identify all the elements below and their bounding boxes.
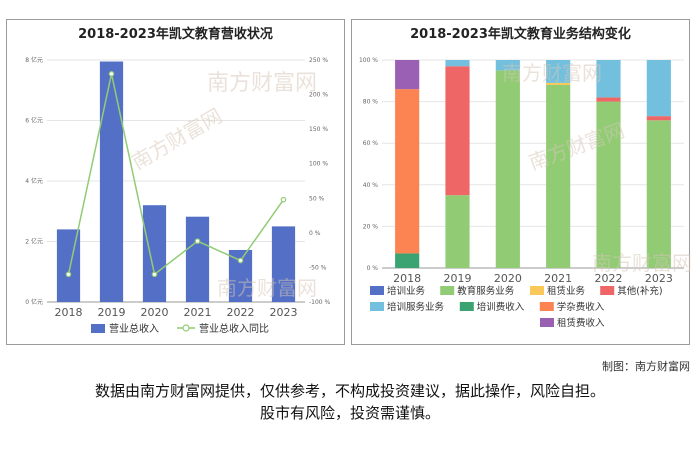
revenue-bar bbox=[228, 249, 253, 302]
revenue-bar bbox=[185, 216, 210, 302]
right-axis-tick-label: 100 % bbox=[309, 161, 328, 168]
structure-chart: 0 % 20 % 40 % 60 % 80 % 100 % 2018 2019 2020 2021… bbox=[359, 57, 691, 329]
yoy-growth-point bbox=[237, 257, 244, 264]
legend-label: 教育服务业务 bbox=[457, 285, 515, 297]
y-tick-label: 60 % bbox=[363, 140, 379, 147]
revenue-bar bbox=[99, 61, 124, 303]
legend-label: 学杂费收入 bbox=[557, 301, 605, 313]
revenue-bar bbox=[56, 229, 81, 302]
stacked-bar-segment bbox=[596, 101, 621, 268]
watermark-logo: 南方财富网 bbox=[592, 251, 691, 275]
x-tick-label: 2023 bbox=[270, 306, 298, 319]
right-axis-tick-label: -100 % bbox=[309, 299, 331, 306]
stacked-bar-segment bbox=[445, 60, 470, 67]
watermark-logo: 南方财富网 bbox=[207, 71, 317, 96]
x-tick-label: 2022 bbox=[227, 306, 255, 319]
chart-credit: 制图：南方财富网 bbox=[602, 360, 690, 373]
legend-label: 培训服务业务 bbox=[387, 301, 445, 313]
y-tick-label: 20 % bbox=[363, 223, 379, 230]
legend-swatch bbox=[459, 302, 474, 311]
legend-label: 租赁费收入 bbox=[557, 317, 605, 329]
stacked-bar-segment bbox=[596, 97, 621, 102]
legend-label: 其他(补充) bbox=[617, 285, 662, 297]
legend-swatch-revenue bbox=[91, 324, 105, 333]
stacked-bar-segment bbox=[596, 60, 621, 98]
x-tick-label: 2021 bbox=[544, 272, 572, 285]
legend-label-revenue: 营业总收入 bbox=[109, 322, 159, 335]
right-axis-tick-label: 150 % bbox=[309, 126, 328, 133]
y-tick-label: 80 % bbox=[363, 99, 379, 106]
stacked-bar-segment bbox=[445, 195, 470, 268]
legend-label: 培训费收入 bbox=[477, 301, 525, 313]
legend-swatch bbox=[440, 286, 455, 295]
x-tick-label: 2023 bbox=[645, 272, 673, 285]
x-tick-label: 2020 bbox=[141, 306, 169, 319]
yoy-growth-point bbox=[151, 271, 158, 278]
left-axis-tick-label: 4 亿元 bbox=[25, 177, 43, 185]
disclaimer-line-2: 股市有风险，投资需谨慎。 bbox=[259, 404, 440, 422]
watermark-logo: 南方财富网 bbox=[128, 104, 227, 175]
revenue-bar bbox=[142, 205, 167, 302]
legend-swatch bbox=[539, 302, 554, 311]
yoy-growth-point bbox=[65, 271, 72, 278]
structure-chart-panel: 2018-2023年凯文教育业务结构变化 0 % 20 % 40 % 60 % 80 %… bbox=[351, 19, 691, 345]
watermark-logo: 南方财富网 bbox=[502, 61, 602, 85]
y-tick-label: 100 % bbox=[359, 57, 378, 64]
stacked-bar-segment bbox=[646, 60, 671, 117]
revenue-chart-panel: 2018-2023年凯文教育营收状况 0 亿元 2 亿元 4 亿元 6 亿元 8 亿元 -… bbox=[6, 19, 345, 345]
stacked-bar-segment bbox=[646, 116, 671, 121]
stacked-bar-segment bbox=[395, 89, 420, 254]
stacked-bar-segment bbox=[546, 84, 571, 269]
legend-marker-yoy bbox=[182, 324, 190, 332]
revenue-bar bbox=[271, 226, 296, 302]
legend-swatch bbox=[530, 286, 544, 295]
revenue-chart: 0 亿元 2 亿元 4 亿元 6 亿元 8 亿元 -100 % -50 % 0 % 50 % 10… bbox=[25, 56, 331, 335]
legend-swatch bbox=[600, 286, 615, 295]
left-axis-tick-label: 2 亿元 bbox=[25, 238, 43, 246]
structure-chart-title: 2018-2023年凯文教育业务结构变化 bbox=[410, 27, 631, 42]
yoy-growth-point bbox=[280, 196, 287, 203]
x-tick-label: 2019 bbox=[98, 306, 126, 319]
x-tick-label: 2018 bbox=[393, 272, 421, 285]
revenue-chart-title: 2018-2023年凯文教育营收状况 bbox=[78, 27, 273, 42]
stacked-bar-segment bbox=[546, 82, 571, 85]
disclaimer-line-1: 数据由南方财富网提供，仅供参考，不构成投资建议，据此操作，风险自担。 bbox=[94, 382, 605, 400]
stacked-bar-segment bbox=[495, 60, 520, 71]
right-axis-tick-label: 250 % bbox=[309, 57, 328, 64]
legend-swatch bbox=[370, 302, 384, 311]
stacked-bar-segment bbox=[546, 60, 571, 83]
legend-label-yoy: 营业总收入同比 bbox=[199, 322, 269, 335]
yoy-growth-point bbox=[108, 71, 115, 77]
legend-label: 培训业务 bbox=[387, 285, 426, 297]
left-axis-tick-label: 0 亿元 bbox=[25, 298, 43, 306]
legend-label: 租赁业务 bbox=[547, 285, 586, 297]
watermark-logo: 南方财富网 bbox=[217, 276, 317, 300]
x-tick-label: 2021 bbox=[184, 306, 212, 319]
legend-swatch bbox=[370, 286, 384, 295]
stacked-bar-segment bbox=[445, 66, 470, 196]
y-tick-label: 0 % bbox=[367, 265, 379, 272]
right-axis-tick-label: 200 % bbox=[309, 92, 328, 99]
y-tick-label: 40 % bbox=[363, 182, 379, 189]
left-axis-tick-label: 6 亿元 bbox=[25, 117, 43, 125]
x-tick-label: 2020 bbox=[494, 272, 522, 285]
yoy-growth-line bbox=[67, 73, 285, 276]
x-tick-label: 2018 bbox=[55, 306, 83, 319]
right-axis-tick-label: 0 % bbox=[309, 230, 321, 237]
right-axis-tick-label: -50 % bbox=[309, 264, 327, 271]
x-tick-label: 2022 bbox=[595, 272, 623, 285]
left-axis-tick-label: 8 亿元 bbox=[25, 56, 43, 64]
stacked-bar-segment bbox=[395, 253, 420, 268]
right-axis-tick-label: 50 % bbox=[309, 195, 325, 202]
stacked-bar-segment bbox=[395, 60, 420, 90]
yoy-growth-point bbox=[194, 238, 201, 244]
legend-swatch bbox=[540, 318, 554, 327]
stacked-bar-segment bbox=[646, 120, 671, 268]
x-tick-label: 2019 bbox=[444, 272, 472, 285]
stacked-bar-segment bbox=[495, 70, 520, 269]
